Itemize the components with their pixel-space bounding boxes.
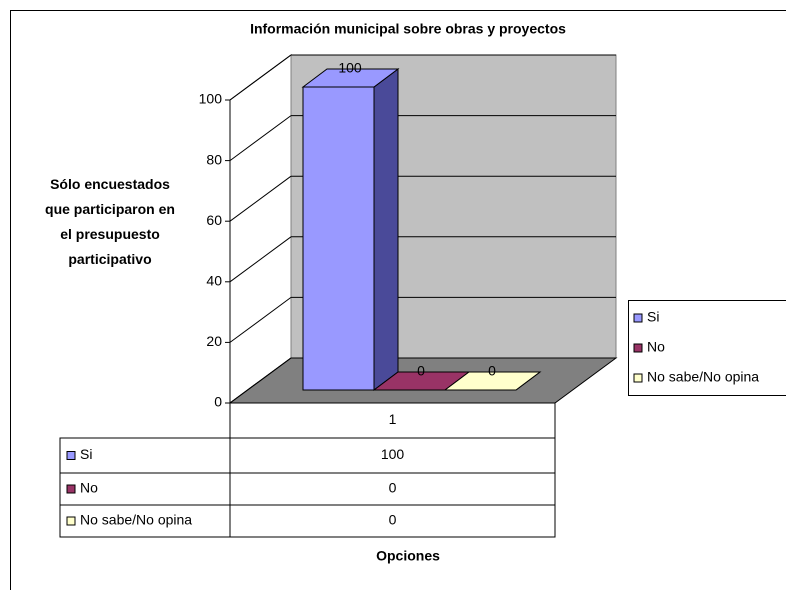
table-value: 0 bbox=[389, 480, 397, 496]
table-category: 1 bbox=[389, 411, 397, 427]
grid-line bbox=[229, 357, 292, 404]
grid-line bbox=[229, 296, 292, 343]
legend-key bbox=[633, 313, 643, 323]
y-tick-label: 60 bbox=[206, 212, 222, 228]
table-value: 0 bbox=[389, 512, 397, 528]
y-tick-label: 80 bbox=[206, 151, 222, 167]
table-row bbox=[59, 437, 556, 474]
table-header-cell bbox=[229, 402, 556, 439]
x-axis-title: Opciones bbox=[376, 548, 440, 564]
table-series-name: Si bbox=[80, 446, 92, 462]
grid-line bbox=[229, 236, 292, 283]
grid-line bbox=[229, 115, 292, 162]
table-key bbox=[66, 451, 76, 460]
bar-top bbox=[443, 371, 542, 391]
grid-line bbox=[229, 175, 292, 222]
legend-label: Si bbox=[647, 309, 659, 325]
y-tick-label: 40 bbox=[206, 273, 222, 289]
legend-box bbox=[628, 300, 786, 396]
left-wall bbox=[229, 54, 292, 404]
table-row bbox=[59, 504, 556, 538]
data-label: 0 bbox=[488, 363, 496, 379]
legend-label: No sabe/No opina bbox=[647, 369, 759, 385]
bar-front bbox=[302, 86, 375, 391]
y-tick-label: 20 bbox=[206, 333, 222, 349]
data-label: 100 bbox=[338, 60, 362, 76]
legend-key bbox=[633, 343, 643, 353]
y-tick-label: 0 bbox=[214, 394, 222, 410]
chart-frame bbox=[10, 10, 786, 590]
legend-key bbox=[633, 373, 643, 383]
table-value: 100 bbox=[381, 446, 405, 462]
table-key bbox=[66, 484, 76, 494]
bar-side bbox=[373, 68, 399, 391]
table-series-name: No bbox=[80, 480, 98, 496]
table-key bbox=[66, 516, 76, 526]
bar bbox=[443, 371, 542, 391]
bar bbox=[301, 68, 400, 391]
chart-title: Información municipal sobre obras y proy… bbox=[250, 21, 566, 37]
grid-line bbox=[229, 54, 292, 101]
data-label: 0 bbox=[417, 363, 425, 379]
y-axis-title: Sólo encuestados que participaron en el … bbox=[45, 176, 175, 267]
legend-label: No bbox=[647, 339, 665, 355]
y-tick-label: 100 bbox=[199, 91, 223, 107]
table-series-name: No sabe/No opina bbox=[80, 512, 192, 528]
table-row bbox=[59, 472, 556, 506]
bar-top bbox=[301, 68, 400, 88]
